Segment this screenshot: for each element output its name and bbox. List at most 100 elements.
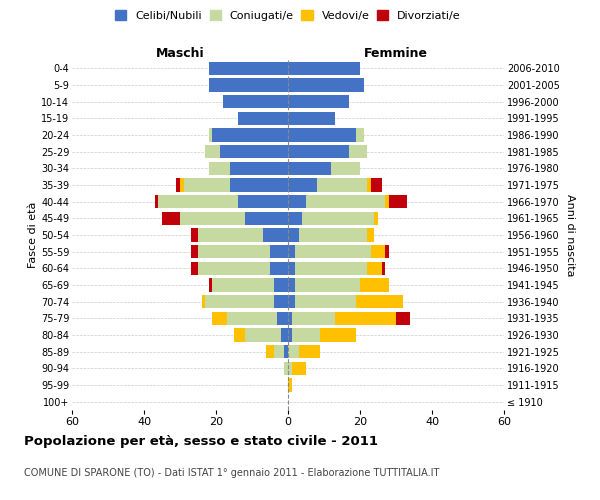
Bar [288, 145, 349, 158]
Bar [371, 178, 382, 192]
Y-axis label: Anni di nascita: Anni di nascita [565, 194, 575, 276]
Bar [288, 345, 299, 358]
Bar [198, 262, 270, 275]
Bar [356, 295, 403, 308]
Bar [238, 195, 288, 208]
Bar [209, 62, 288, 75]
Bar [288, 62, 360, 75]
Bar [295, 262, 367, 275]
Bar [356, 128, 364, 141]
Text: COMUNE DI SPARONE (TO) - Dati ISTAT 1° gennaio 2011 - Elaborazione TUTTITALIA.IT: COMUNE DI SPARONE (TO) - Dati ISTAT 1° g… [24, 468, 439, 477]
Bar [191, 228, 198, 241]
Bar [238, 112, 288, 125]
Bar [198, 228, 263, 241]
Bar [212, 312, 227, 325]
Bar [270, 262, 288, 275]
Bar [288, 212, 302, 225]
Bar [212, 128, 288, 141]
Bar [374, 212, 378, 225]
Bar [266, 345, 274, 358]
Bar [288, 178, 317, 192]
Bar [385, 195, 389, 208]
Bar [331, 162, 360, 175]
Bar [288, 245, 295, 258]
Bar [220, 145, 288, 158]
Bar [191, 245, 198, 258]
Bar [389, 195, 407, 208]
Bar [288, 128, 356, 141]
Bar [158, 195, 238, 208]
Bar [274, 295, 288, 308]
Bar [209, 162, 230, 175]
Bar [245, 328, 281, 342]
Bar [180, 212, 245, 225]
Bar [223, 95, 288, 108]
Bar [335, 312, 396, 325]
Bar [288, 262, 295, 275]
Bar [367, 228, 374, 241]
Bar [277, 312, 288, 325]
Text: Femmine: Femmine [364, 47, 428, 60]
Bar [295, 295, 356, 308]
Bar [382, 262, 385, 275]
Text: Maschi: Maschi [155, 47, 205, 60]
Bar [396, 312, 410, 325]
Bar [292, 328, 320, 342]
Bar [288, 78, 364, 92]
Bar [317, 178, 367, 192]
Bar [288, 195, 306, 208]
Legend: Celibi/Nubili, Coniugati/e, Vedovi/e, Divorziati/e: Celibi/Nubili, Coniugati/e, Vedovi/e, Di… [113, 8, 463, 23]
Bar [284, 362, 288, 375]
Bar [288, 295, 295, 308]
Bar [292, 312, 335, 325]
Bar [320, 328, 356, 342]
Bar [367, 178, 371, 192]
Bar [288, 162, 331, 175]
Bar [230, 162, 288, 175]
Bar [230, 178, 288, 192]
Bar [205, 295, 274, 308]
Bar [234, 328, 245, 342]
Bar [299, 228, 367, 241]
Bar [270, 245, 288, 258]
Bar [212, 278, 274, 291]
Bar [274, 345, 284, 358]
Bar [288, 228, 299, 241]
Bar [209, 128, 212, 141]
Bar [209, 78, 288, 92]
Bar [209, 278, 212, 291]
Bar [295, 245, 371, 258]
Bar [191, 262, 198, 275]
Bar [288, 95, 349, 108]
Bar [367, 262, 382, 275]
Bar [184, 178, 230, 192]
Bar [360, 278, 389, 291]
Bar [306, 195, 385, 208]
Bar [155, 195, 158, 208]
Bar [202, 295, 205, 308]
Bar [288, 378, 292, 392]
Bar [288, 362, 292, 375]
Bar [284, 345, 288, 358]
Bar [180, 178, 184, 192]
Bar [162, 212, 180, 225]
Bar [292, 362, 306, 375]
Bar [371, 245, 385, 258]
Y-axis label: Fasce di età: Fasce di età [28, 202, 38, 268]
Bar [245, 212, 288, 225]
Bar [227, 312, 277, 325]
Bar [176, 178, 180, 192]
Bar [288, 312, 292, 325]
Bar [302, 212, 374, 225]
Bar [288, 328, 292, 342]
Bar [205, 145, 220, 158]
Bar [281, 328, 288, 342]
Bar [295, 278, 360, 291]
Bar [349, 145, 367, 158]
Text: Popolazione per età, sesso e stato civile - 2011: Popolazione per età, sesso e stato civil… [24, 435, 378, 448]
Bar [288, 112, 335, 125]
Bar [198, 245, 270, 258]
Bar [299, 345, 320, 358]
Bar [288, 278, 295, 291]
Bar [274, 278, 288, 291]
